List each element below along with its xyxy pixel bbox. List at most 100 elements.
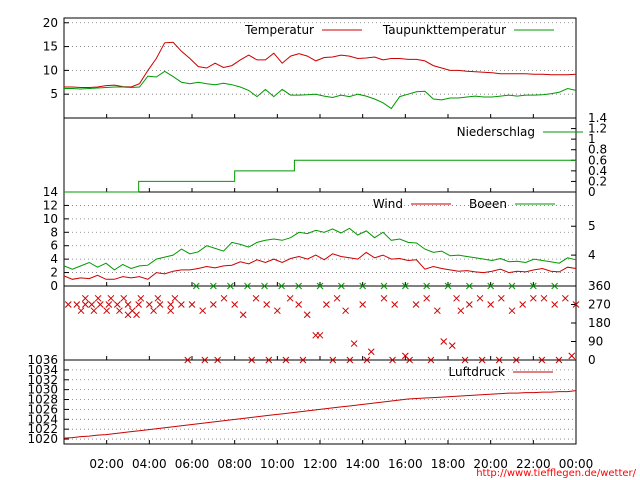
- direction-marker: [282, 356, 290, 364]
- direction-marker: [64, 301, 72, 308]
- marker-stroke: [282, 356, 290, 364]
- direction-marker: [278, 282, 285, 290]
- y-tick-label-right: 0.2: [588, 174, 607, 188]
- direction-marker: [512, 356, 520, 364]
- direction-marker: [433, 307, 441, 315]
- marker-stroke: [154, 294, 162, 302]
- marker-stroke: [380, 282, 388, 290]
- direction-marker: [265, 356, 273, 364]
- marker-stroke: [150, 307, 157, 315]
- marker-stroke: [337, 282, 345, 290]
- marker-stroke: [412, 301, 420, 308]
- legend-pressure-label: Luftdruck: [448, 365, 505, 379]
- direction-marker: [440, 338, 448, 345]
- marker-stroke: [512, 356, 520, 364]
- y-tick-label-right: 1: [588, 132, 596, 146]
- legend-dewpoint-label: Taupunkttemperatur: [382, 23, 506, 37]
- direction-marker: [73, 301, 81, 308]
- marker-stroke: [133, 311, 140, 319]
- x-tick-label: 04:00: [132, 457, 167, 471]
- direction-marker: [156, 301, 164, 308]
- marker-stroke: [199, 307, 207, 315]
- marker-stroke: [478, 356, 486, 364]
- direction-marker: [423, 294, 431, 302]
- x-tick-label: 14:00: [345, 457, 380, 471]
- y-tick-label-right: 0.4: [588, 164, 607, 178]
- marker-stroke: [423, 282, 431, 290]
- direction-marker: [107, 294, 115, 302]
- marker-stroke: [465, 301, 473, 308]
- y-tick-label: 1036: [27, 353, 58, 367]
- marker-stroke: [209, 282, 217, 290]
- marker-stroke: [214, 356, 221, 364]
- y-tick-label: 1020: [27, 432, 58, 446]
- marker-stroke: [363, 356, 371, 364]
- direction-marker: [220, 294, 228, 302]
- marker-stroke: [401, 352, 409, 360]
- direction-marker: [135, 301, 143, 308]
- marker-stroke: [103, 307, 111, 315]
- marker-stroke: [323, 301, 330, 308]
- marker-stroke: [220, 294, 228, 302]
- y-tick-label-right: 1.2: [588, 122, 607, 136]
- direction-marker: [248, 356, 256, 364]
- marker-stroke: [286, 294, 294, 302]
- y-tick-label: 0: [50, 279, 58, 293]
- direction-marker: [461, 356, 469, 364]
- marker-stroke: [572, 301, 580, 308]
- direction-marker: [444, 282, 452, 290]
- marker-stroke: [64, 301, 72, 308]
- direction-marker: [380, 282, 388, 290]
- direction-marker: [167, 307, 175, 315]
- direction-marker: [188, 301, 196, 308]
- marker-stroke: [248, 356, 256, 364]
- direction-marker: [177, 301, 185, 308]
- x-tick-label: 16:00: [388, 457, 423, 471]
- marker-stroke: [427, 356, 435, 364]
- x-tick-label: 00:00: [559, 457, 594, 471]
- direction-marker: [423, 282, 431, 290]
- panel-frame-3: [63, 285, 577, 361]
- marker-stroke: [380, 294, 388, 302]
- y-tick-label-right: 0.6: [588, 153, 607, 167]
- direction-marker: [359, 282, 367, 290]
- marker-stroke: [184, 356, 192, 364]
- marker-stroke: [167, 301, 175, 308]
- direction-marker: [342, 307, 349, 315]
- direction-marker: [363, 356, 371, 364]
- y-tick-label: 5: [50, 87, 58, 101]
- direction-marker: [316, 331, 324, 339]
- marker-stroke: [231, 301, 239, 308]
- direction-marker: [81, 294, 89, 302]
- y-tick-label-right: 270: [588, 298, 611, 312]
- marker-stroke: [96, 301, 104, 308]
- marker-stroke: [94, 294, 102, 302]
- direction-marker: [295, 282, 303, 290]
- marker-stroke: [192, 282, 200, 290]
- marker-stroke: [359, 301, 367, 308]
- direction-marker: [94, 294, 102, 302]
- direction-marker: [90, 307, 98, 315]
- y-tick-label: 10: [43, 63, 58, 77]
- direction-marker: [555, 356, 563, 364]
- direction-marker: [239, 311, 247, 319]
- direction-marker: [540, 294, 548, 302]
- direction-marker: [572, 301, 580, 308]
- y-tick-label-right: 0.8: [588, 143, 607, 157]
- direction-marker: [124, 311, 132, 319]
- marker-stroke: [261, 282, 268, 290]
- marker-stroke: [113, 301, 121, 308]
- x-tick-label: 08:00: [217, 457, 252, 471]
- series-line-dewpoint: [64, 70, 577, 110]
- marker-stroke: [457, 307, 465, 315]
- marker-stroke: [81, 294, 89, 302]
- marker-stroke: [167, 307, 175, 315]
- direction-marker: [137, 294, 145, 302]
- direction-marker: [346, 356, 354, 364]
- y-tick-label: 8: [50, 225, 58, 239]
- direction-marker: [465, 301, 473, 308]
- marker-stroke: [440, 338, 448, 345]
- marker-stroke: [401, 282, 409, 290]
- marker-stroke: [444, 282, 452, 290]
- y-tick-label: 2: [50, 266, 58, 280]
